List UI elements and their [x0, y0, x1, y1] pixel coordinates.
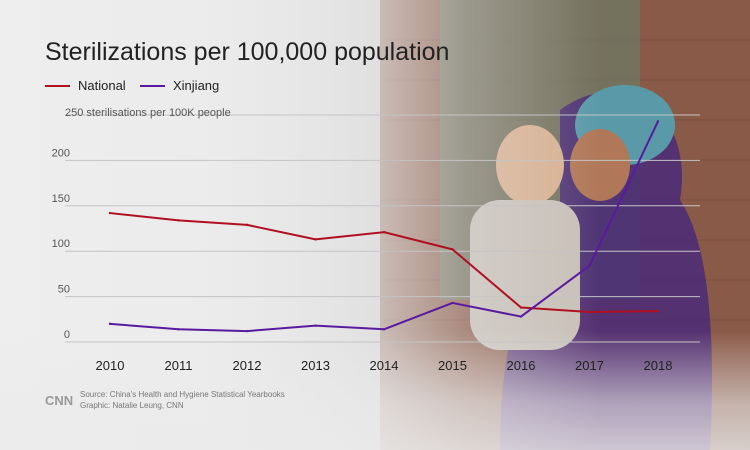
x-tick-label: 2014 [370, 358, 399, 373]
data-point-national [177, 219, 180, 222]
data-point-national [451, 248, 454, 251]
legend-label-national: National [78, 78, 126, 93]
data-point-national [314, 238, 317, 241]
data-point-xinjiang [588, 264, 591, 267]
cnn-logo: CNN [45, 393, 73, 408]
chart-title: Sterilizations per 100,000 population [45, 38, 449, 66]
x-tick-label: 2018 [644, 358, 673, 373]
data-point-national [108, 211, 112, 215]
x-tick-label: 2015 [438, 358, 467, 373]
source-text: Source: China's Health and Hygiene Stati… [80, 390, 285, 399]
data-point-national [382, 230, 386, 234]
y-axis-ticks: 0 50 100 150 200 [52, 147, 70, 341]
graphic-credit: Graphic: Natalie Leung, CNN [80, 401, 184, 410]
x-tick-label: 2011 [165, 358, 193, 373]
data-point-xinjiang [177, 328, 180, 331]
data-point-xinjiang [519, 315, 523, 318]
data-point-national [519, 306, 523, 309]
data-point-xinjiang [656, 120, 660, 123]
x-axis-ticks: 2010 2011 2012 2013 2014 2015 2016 2017 2018 [96, 358, 673, 373]
gridlines [65, 114, 700, 343]
y-tick-label: 200 [52, 147, 70, 159]
y-axis-top-label: 250 sterilisations per 100K people [65, 107, 231, 119]
x-tick-label: 2010 [96, 358, 125, 373]
data-point-xinjiang [451, 301, 454, 305]
legend: National Xinjiang [45, 78, 219, 93]
data-point-national [588, 310, 591, 314]
data-point-national [245, 223, 249, 227]
data-point-national [656, 309, 660, 313]
data-point-xinjiang [314, 324, 317, 327]
data-point-xinjiang [382, 328, 386, 331]
x-tick-label: 2017 [575, 358, 604, 373]
series-line-xinjiang [109, 120, 659, 333]
data-point-xinjiang [245, 329, 249, 333]
x-tick-label: 2012 [233, 358, 262, 373]
y-tick-label: 0 [64, 329, 70, 341]
data-point-xinjiang [108, 322, 112, 326]
y-tick-label: 50 [58, 284, 70, 296]
series-line-national [109, 212, 659, 314]
x-tick-label: 2016 [507, 358, 536, 373]
series-lines [108, 120, 660, 333]
y-tick-label: 100 [52, 238, 70, 250]
background-fade-bottom [0, 330, 750, 450]
x-tick-label: 2013 [301, 358, 330, 373]
y-tick-label: 150 [52, 193, 70, 205]
legend-label-xinjiang: Xinjiang [173, 78, 219, 93]
